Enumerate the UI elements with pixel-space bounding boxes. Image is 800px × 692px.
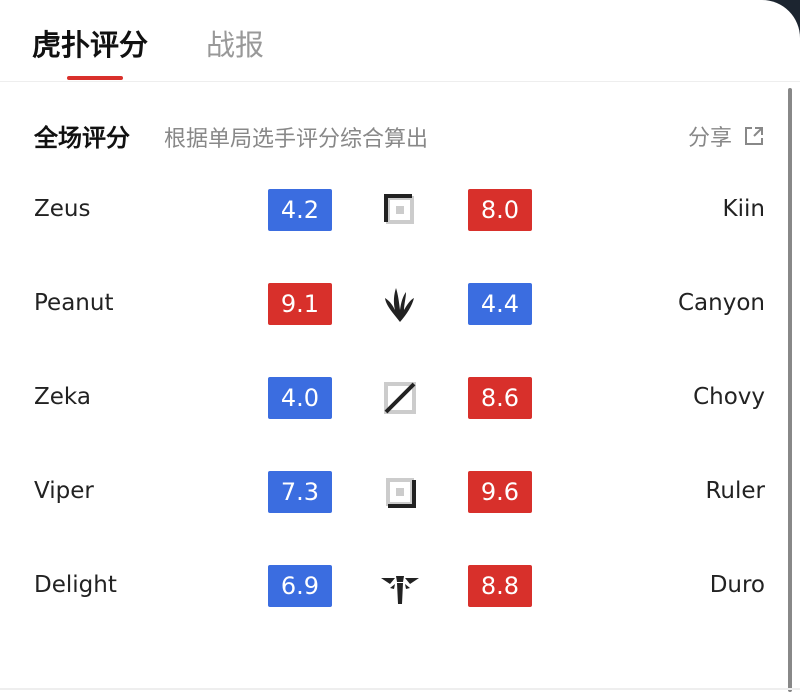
section-subtitle: 根据单局选手评分综合算出	[164, 127, 429, 152]
bot-lane-icon	[386, 478, 416, 508]
left-player-name[interactable]: Zeka	[34, 384, 91, 410]
tab-report[interactable]: 战报	[206, 28, 265, 62]
jungle-icon	[385, 288, 414, 322]
player-matchup-row: Zeka 4.0 8.6 Chovy	[0, 376, 800, 420]
right-score-badge: 4.4	[468, 283, 532, 325]
left-player-name[interactable]: Viper	[34, 478, 94, 504]
left-player-name[interactable]: Delight	[34, 572, 117, 598]
right-score-badge: 8.0	[468, 189, 532, 231]
right-player-name[interactable]: Canyon	[678, 290, 765, 316]
left-score-badge: 4.0	[268, 377, 332, 419]
player-matchup-row: Peanut 9.1 4.4 Canyon	[0, 282, 800, 326]
window-corner	[758, 0, 800, 42]
share-label: 分享	[687, 126, 732, 151]
right-score-badge: 8.6	[468, 377, 532, 419]
divider	[0, 81, 800, 82]
divider	[0, 688, 800, 690]
left-player-name[interactable]: Zeus	[34, 196, 91, 222]
player-matchup-row: Delight 6.9 8.8 Duro	[0, 564, 800, 608]
left-score-badge: 6.9	[268, 565, 332, 607]
player-matchup-row: Zeus 4.2 8.0 Kiin	[0, 188, 800, 232]
right-player-name[interactable]: Chovy	[693, 384, 765, 410]
right-score-badge: 9.6	[468, 471, 532, 513]
scrollbar[interactable]	[788, 88, 792, 692]
support-icon	[381, 576, 419, 604]
right-player-name[interactable]: Duro	[709, 572, 765, 598]
left-player-name[interactable]: Peanut	[34, 290, 114, 316]
left-score-badge: 4.2	[268, 189, 332, 231]
tab-hupu-rating[interactable]: 虎扑评分	[32, 28, 149, 62]
mid-lane-icon	[384, 382, 416, 414]
section-title: 全场评分	[34, 124, 130, 152]
external-link-icon	[745, 127, 763, 145]
share-button[interactable]: 分享	[688, 120, 764, 152]
right-player-name[interactable]: Ruler	[705, 478, 765, 504]
player-matchup-row: Viper 7.3 9.6 Ruler	[0, 470, 800, 514]
top-lane-icon	[384, 194, 414, 224]
active-tab-indicator	[67, 76, 123, 80]
right-score-badge: 8.8	[468, 565, 532, 607]
right-player-name[interactable]: Kiin	[722, 196, 765, 222]
left-score-badge: 7.3	[268, 471, 332, 513]
left-score-badge: 9.1	[268, 283, 332, 325]
